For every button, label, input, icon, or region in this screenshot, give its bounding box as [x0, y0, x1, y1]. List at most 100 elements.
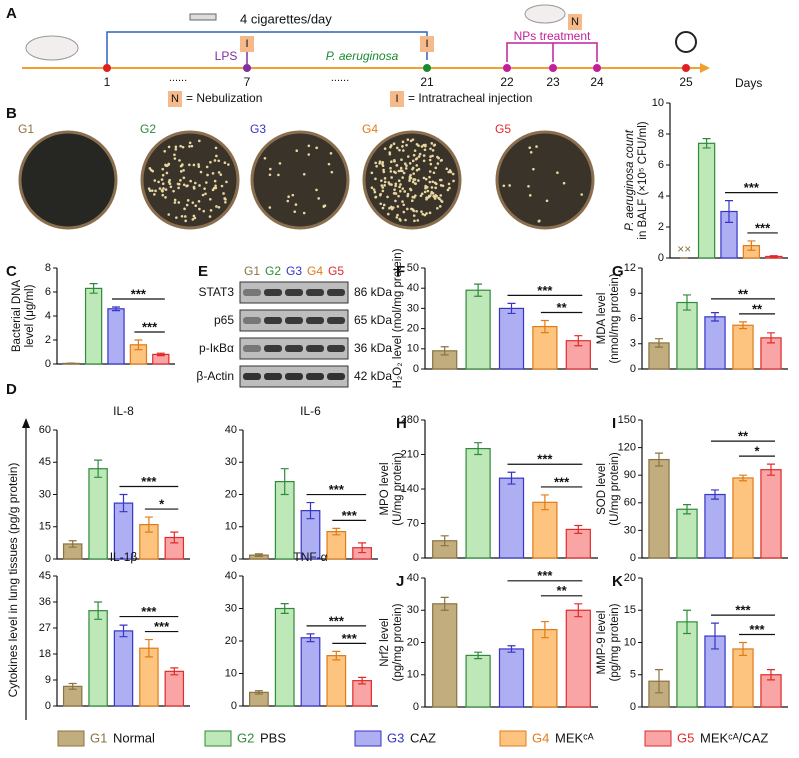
colony	[378, 162, 381, 165]
colony	[192, 185, 196, 189]
colony	[370, 186, 374, 189]
significance-label: ***	[537, 283, 553, 298]
axis-arrow-head	[22, 418, 30, 428]
y-axis-label: MDA level	[596, 293, 608, 345]
error-bar	[767, 668, 775, 681]
error-bar	[112, 306, 120, 312]
colony	[214, 184, 217, 188]
colony	[190, 144, 194, 148]
legend-label: G3	[387, 730, 404, 745]
colony	[395, 146, 399, 150]
colony	[382, 168, 385, 172]
y-tick-label: 0	[630, 363, 636, 375]
colony	[197, 200, 201, 203]
y-tick-label: 9	[630, 287, 636, 299]
error-bar	[144, 516, 153, 533]
colony	[179, 179, 182, 182]
y-tick-label: 20	[407, 636, 419, 648]
colony	[198, 184, 201, 187]
y-tick-label: 36	[39, 596, 51, 608]
blot-band	[327, 373, 345, 380]
colony	[434, 186, 437, 190]
y-tick-label: 45	[39, 456, 51, 468]
y-tick-label: 210	[401, 448, 419, 460]
colony	[381, 186, 385, 189]
bar	[465, 654, 491, 708]
time-arrow	[700, 63, 710, 73]
colony	[172, 189, 175, 193]
treatment-label: NPs treatment	[514, 29, 591, 43]
blot-band	[285, 373, 303, 380]
y-tick-label: 0	[231, 700, 237, 712]
colony	[402, 149, 405, 152]
colony	[177, 201, 181, 204]
significance-label: *	[159, 497, 165, 512]
size-label: 86 kDa	[354, 285, 392, 299]
colony	[382, 170, 386, 174]
colony	[393, 191, 396, 195]
error-bar	[711, 622, 719, 650]
colony	[302, 172, 306, 176]
error-bar	[739, 641, 747, 656]
error-bar	[767, 332, 775, 344]
colony	[217, 159, 221, 163]
error-bar	[739, 474, 747, 482]
y-tick-label: 0	[413, 701, 419, 713]
plate	[250, 130, 350, 230]
error-bar	[574, 603, 583, 618]
y-tick-label: 20	[225, 488, 237, 500]
y-axis-label: (pg/mg protein)	[392, 603, 404, 681]
colony	[417, 155, 421, 158]
colony	[409, 139, 413, 143]
error-bar	[134, 339, 143, 351]
bar	[704, 316, 726, 370]
colony	[556, 171, 559, 175]
colony	[402, 171, 406, 175]
legend-name: MEKᶜᴬ/CAZ	[700, 730, 768, 745]
skull-icon	[675, 31, 697, 53]
colony	[394, 171, 397, 175]
blot-band	[243, 345, 261, 352]
colony	[209, 197, 212, 201]
colony	[422, 154, 426, 157]
chart-title: TNF-α	[293, 550, 327, 564]
y-axis-label: MMP-9 level	[596, 611, 608, 675]
legend-name: MEKᶜᴬ	[555, 730, 594, 745]
colony	[161, 182, 165, 186]
colony	[307, 153, 311, 156]
na-label: ××	[677, 242, 691, 256]
colony	[423, 148, 427, 152]
bar	[113, 630, 134, 707]
y-tick-label: 0	[630, 552, 636, 564]
colony	[400, 158, 403, 162]
colony	[396, 205, 400, 208]
error-bar	[711, 312, 719, 322]
y-tick-label: 20	[225, 635, 237, 647]
colony	[149, 168, 153, 172]
colony	[412, 153, 416, 157]
colony	[401, 187, 405, 190]
error-bar	[474, 283, 483, 297]
colony	[227, 163, 230, 166]
y-tick-label: 5	[630, 669, 636, 681]
colony	[184, 215, 187, 218]
error-bar	[306, 501, 315, 520]
colony	[158, 187, 162, 190]
colony	[417, 179, 420, 182]
y-tick-label: 10	[225, 521, 237, 533]
size-label: 36 kDa	[354, 341, 392, 355]
colony	[174, 148, 178, 151]
colony	[380, 179, 383, 182]
significance-label: ***	[342, 508, 358, 523]
colony	[414, 194, 417, 197]
y-tick-label: 140	[401, 483, 419, 495]
colony	[317, 197, 320, 200]
colony	[411, 166, 415, 170]
colony	[295, 149, 299, 153]
ellipsis: ......	[331, 72, 349, 84]
significance-label: ***	[141, 474, 157, 489]
colony	[383, 184, 386, 187]
y-tick-label: 60	[39, 424, 51, 436]
significance-label: ***	[755, 220, 771, 235]
colony	[185, 184, 188, 188]
